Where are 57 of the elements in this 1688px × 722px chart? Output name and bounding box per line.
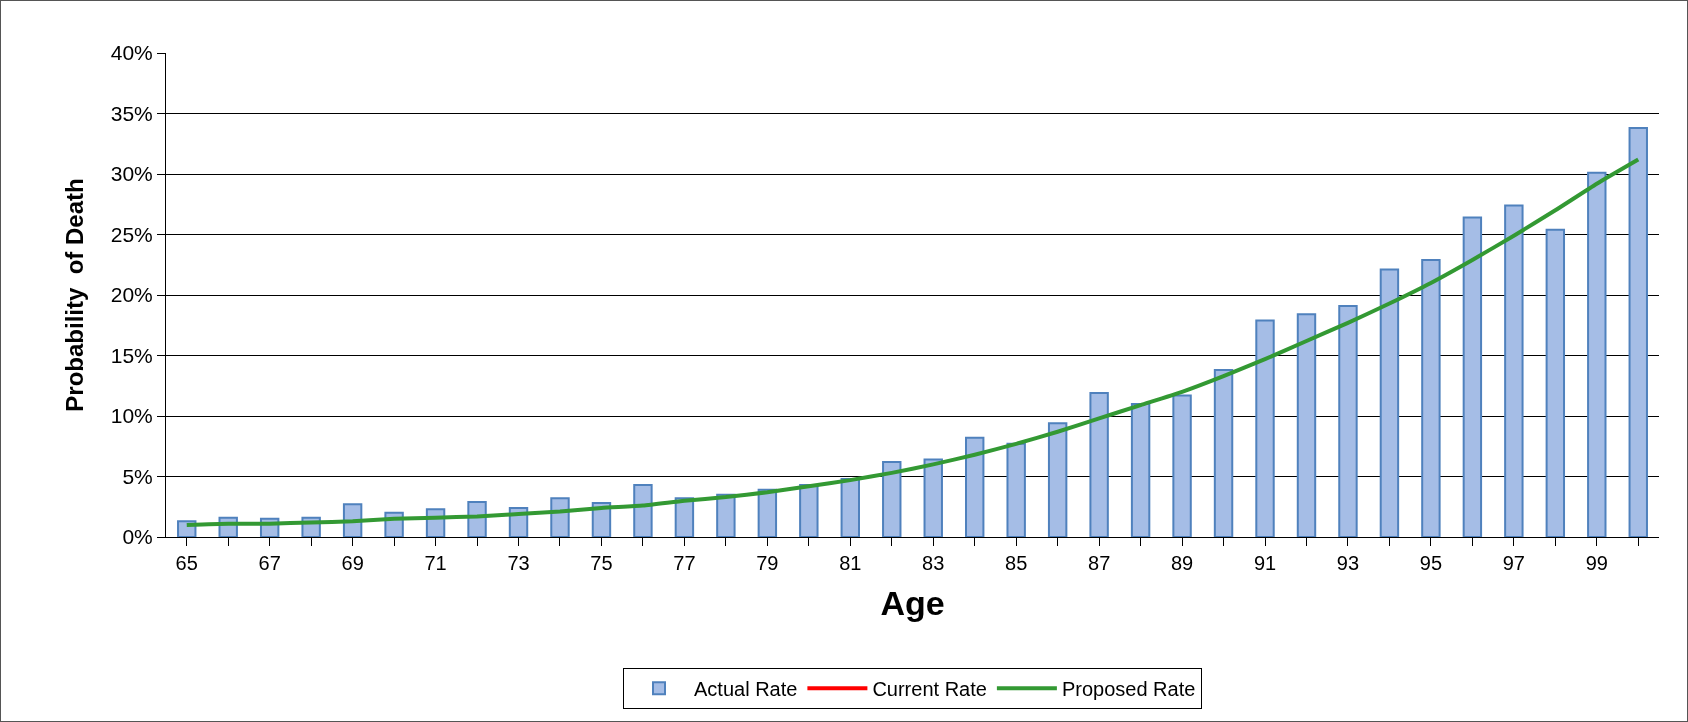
x-tick-label: 95: [1419, 552, 1443, 574]
bar: [1587, 171, 1607, 537]
x-tick-label: 79: [756, 552, 779, 574]
bar: [1130, 402, 1151, 537]
bar: [965, 436, 985, 537]
y-tick-label: 20%: [110, 283, 153, 307]
legend-label: Proposed Rate: [1061, 677, 1196, 700]
y-tick-label: 25%: [110, 222, 153, 246]
x-tick-label: 91: [1253, 552, 1277, 574]
x-tick-label: 83: [922, 552, 945, 574]
x-tick-label: 89: [1170, 552, 1194, 574]
bar: [1089, 392, 1109, 537]
y-tick-label: 30%: [110, 162, 153, 186]
x-tick-label: 69: [341, 552, 364, 574]
x-tick-label: 81: [839, 552, 862, 574]
bar: [1628, 127, 1648, 537]
y-tick-label: 5%: [122, 464, 153, 488]
legend-label: Actual Rate: [694, 677, 798, 700]
x-tick-label: 73: [507, 552, 530, 574]
bar: [1172, 394, 1192, 537]
bar: [1545, 228, 1566, 537]
y-tick-label: 35%: [110, 101, 153, 125]
legend-label: Current Rate: [872, 677, 987, 700]
x-tick-label: 87: [1088, 552, 1111, 574]
bar: [799, 483, 819, 537]
bar: [1255, 319, 1275, 537]
x-tick-label: 97: [1502, 552, 1525, 574]
x-tick-label: 67: [258, 552, 281, 574]
y-tick-label: 15%: [110, 343, 153, 367]
y-tick-label: 0%: [122, 525, 153, 549]
bar: [1213, 369, 1234, 537]
x-tick-label: 93: [1336, 552, 1360, 574]
y-axis-title: Probability of Death: [60, 178, 88, 412]
bar: [757, 488, 778, 537]
x-tick-label: 65: [175, 552, 198, 574]
bar: [1421, 258, 1441, 537]
x-tick-label: 85: [1005, 552, 1028, 574]
bar: [1006, 442, 1026, 537]
bar: [1296, 313, 1317, 537]
y-tick-label: 10%: [110, 404, 153, 428]
bar: [882, 460, 902, 537]
x-tick-label: 75: [590, 552, 613, 574]
bar: [840, 477, 860, 537]
line-series: [184, 157, 1641, 527]
bar: [1047, 422, 1068, 537]
bar: [633, 483, 653, 537]
x-tick-label: 71: [424, 552, 447, 574]
bar: [716, 493, 736, 537]
bar: [1462, 216, 1483, 537]
x-axis-title: Age: [880, 584, 945, 623]
bar: [1338, 304, 1358, 537]
y-tick-label: 40%: [110, 41, 153, 65]
bar: [1504, 204, 1524, 537]
bar: [1379, 268, 1400, 537]
x-tick-label: 77: [673, 552, 696, 574]
bar: [923, 458, 943, 537]
x-tick-label: 99: [1585, 552, 1608, 574]
